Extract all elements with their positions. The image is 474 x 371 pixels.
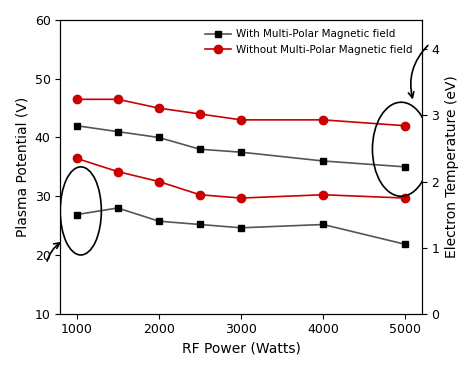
With Multi-Polar Magnetic field [320, 159, 326, 163]
Without Multi-Polar Magnetic field [402, 124, 408, 128]
Without Multi-Polar Magnetic field [74, 97, 80, 102]
With Multi-Polar Magnetic field [74, 124, 80, 128]
With Multi-Polar Magnetic field [197, 147, 203, 151]
Without Multi-Polar Magnetic field [238, 118, 244, 122]
Y-axis label: Plasma Potential (V): Plasma Potential (V) [15, 97, 29, 237]
With Multi-Polar Magnetic field [402, 165, 408, 169]
X-axis label: RF Power (Watts): RF Power (Watts) [182, 342, 301, 356]
Without Multi-Polar Magnetic field [197, 112, 203, 116]
Y-axis label: Electron Temperature (eV): Electron Temperature (eV) [445, 75, 459, 258]
Legend: With Multi-Polar Magnetic field, Without Multi-Polar Magnetic field: With Multi-Polar Magnetic field, Without… [201, 25, 417, 59]
Without Multi-Polar Magnetic field [156, 106, 162, 110]
Without Multi-Polar Magnetic field [115, 97, 120, 102]
With Multi-Polar Magnetic field [115, 129, 120, 134]
With Multi-Polar Magnetic field [156, 135, 162, 140]
Line: Without Multi-Polar Magnetic field: Without Multi-Polar Magnetic field [73, 95, 410, 130]
Line: With Multi-Polar Magnetic field: With Multi-Polar Magnetic field [73, 122, 409, 170]
Without Multi-Polar Magnetic field [320, 118, 326, 122]
With Multi-Polar Magnetic field [238, 150, 244, 154]
